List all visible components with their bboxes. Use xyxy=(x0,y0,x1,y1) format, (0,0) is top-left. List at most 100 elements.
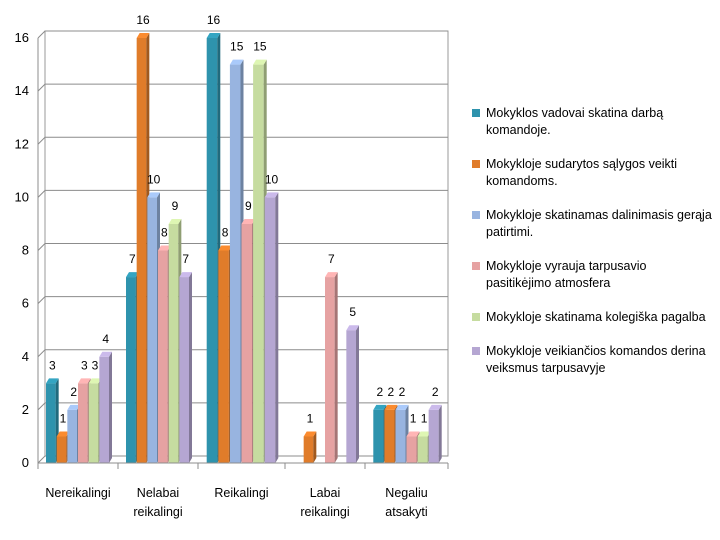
bar-top xyxy=(179,272,192,278)
gridline xyxy=(37,243,448,251)
bar xyxy=(253,59,267,463)
bar-top xyxy=(417,431,431,437)
bar-top xyxy=(168,218,182,224)
data-label: 2 xyxy=(432,385,439,399)
gridline xyxy=(37,349,448,358)
bar-top xyxy=(428,404,442,410)
gridline xyxy=(37,402,448,411)
bar xyxy=(303,431,317,463)
data-label: 8 xyxy=(222,226,229,240)
data-label: 3 xyxy=(92,358,99,372)
y-tick-label: 6 xyxy=(22,296,29,311)
legend-label: Mokykloje sudarytos sąlygos veikti koman… xyxy=(486,157,678,188)
bar-top xyxy=(241,218,256,224)
bar-front xyxy=(179,277,189,463)
bar-top xyxy=(46,378,59,384)
bar-front xyxy=(241,223,253,463)
bar-front xyxy=(253,64,264,463)
data-label: 1 xyxy=(307,411,314,425)
data-label: 16 xyxy=(136,13,150,27)
bar-front xyxy=(325,277,335,463)
bar xyxy=(346,325,359,463)
legend-label: Mokykloje skatinama kolegiška pagalba xyxy=(486,310,706,324)
bar-top xyxy=(67,404,80,410)
x-category-label: Nelabai xyxy=(137,486,179,500)
gridline xyxy=(37,296,448,304)
bar-side xyxy=(189,272,192,463)
data-label: 15 xyxy=(253,40,267,54)
bar-front xyxy=(168,223,179,463)
y-axis: 0 2 4 6 8 10 12 14 16 xyxy=(15,30,39,470)
bar-front xyxy=(206,38,218,463)
data-label: 3 xyxy=(81,358,88,372)
data-label: 2 xyxy=(388,385,395,399)
bar-side xyxy=(313,431,317,463)
bar xyxy=(325,272,338,463)
bar-side xyxy=(356,325,359,463)
legend-swatch xyxy=(472,347,480,355)
x-category-label: Nereikalingi xyxy=(45,486,110,500)
bar xyxy=(218,245,232,463)
bar-top xyxy=(88,378,102,384)
bar-top xyxy=(229,59,244,65)
bar-front xyxy=(384,409,395,463)
bar xyxy=(229,59,244,463)
bar-front xyxy=(46,383,56,463)
data-label: 7 xyxy=(328,252,335,266)
bar xyxy=(241,218,256,463)
y-tick-label: 14 xyxy=(15,83,29,98)
bar-side xyxy=(438,404,442,463)
bar-front xyxy=(158,250,168,463)
legend-item: Mokyklos vadovai skatina darbą komandoje… xyxy=(472,105,712,139)
bar-side xyxy=(109,351,112,463)
bar-top xyxy=(206,33,221,38)
data-label: 10 xyxy=(265,172,279,186)
data-label: 2 xyxy=(376,385,383,399)
x-axis: Nereikalingi Nelabai reikalingi Reikalingi L… xyxy=(37,462,449,519)
bar-side xyxy=(275,192,279,463)
x-category-label: Negaliu xyxy=(385,486,427,500)
bar-front xyxy=(56,436,67,463)
x-category-label: reikalingi xyxy=(300,505,349,519)
legend-label: Mokyklos vadovai skatina darbą komandoje… xyxy=(486,106,664,137)
data-label: 7 xyxy=(182,252,189,266)
data-label: 1 xyxy=(421,411,428,425)
bar-front xyxy=(218,250,229,463)
gridline xyxy=(37,136,448,145)
bar xyxy=(179,272,192,463)
bar-front xyxy=(88,383,99,463)
bar-front xyxy=(395,409,406,463)
bar-front xyxy=(67,409,77,463)
data-label: 1 xyxy=(410,411,417,425)
data-label: 5 xyxy=(349,305,356,319)
gridline xyxy=(37,30,448,39)
data-label: 7 xyxy=(129,252,136,266)
data-label: 16 xyxy=(207,13,221,27)
x-category-label: reikalingi xyxy=(133,505,182,519)
bar-top xyxy=(126,272,139,278)
bar-front xyxy=(136,38,147,463)
data-label: 9 xyxy=(245,199,252,213)
legend-swatch xyxy=(472,313,480,321)
bar xyxy=(428,404,442,463)
bar-top xyxy=(136,33,150,38)
bar-front xyxy=(417,436,428,463)
bar-front xyxy=(126,277,136,463)
data-label: 8 xyxy=(161,226,168,240)
bar xyxy=(99,351,112,463)
bar-top xyxy=(78,378,91,384)
bar-front xyxy=(428,409,439,463)
bar-top xyxy=(56,431,70,437)
bar xyxy=(264,192,279,463)
data-label: 15 xyxy=(230,40,244,54)
x-category-label: Labai xyxy=(310,486,341,500)
data-label: 2 xyxy=(399,385,406,399)
bar-front xyxy=(303,436,314,463)
data-label: 1 xyxy=(60,411,67,425)
y-tick-label: 0 xyxy=(22,455,29,470)
data-label: 4 xyxy=(102,332,109,346)
bar-top xyxy=(346,325,359,331)
gridline xyxy=(37,189,448,198)
